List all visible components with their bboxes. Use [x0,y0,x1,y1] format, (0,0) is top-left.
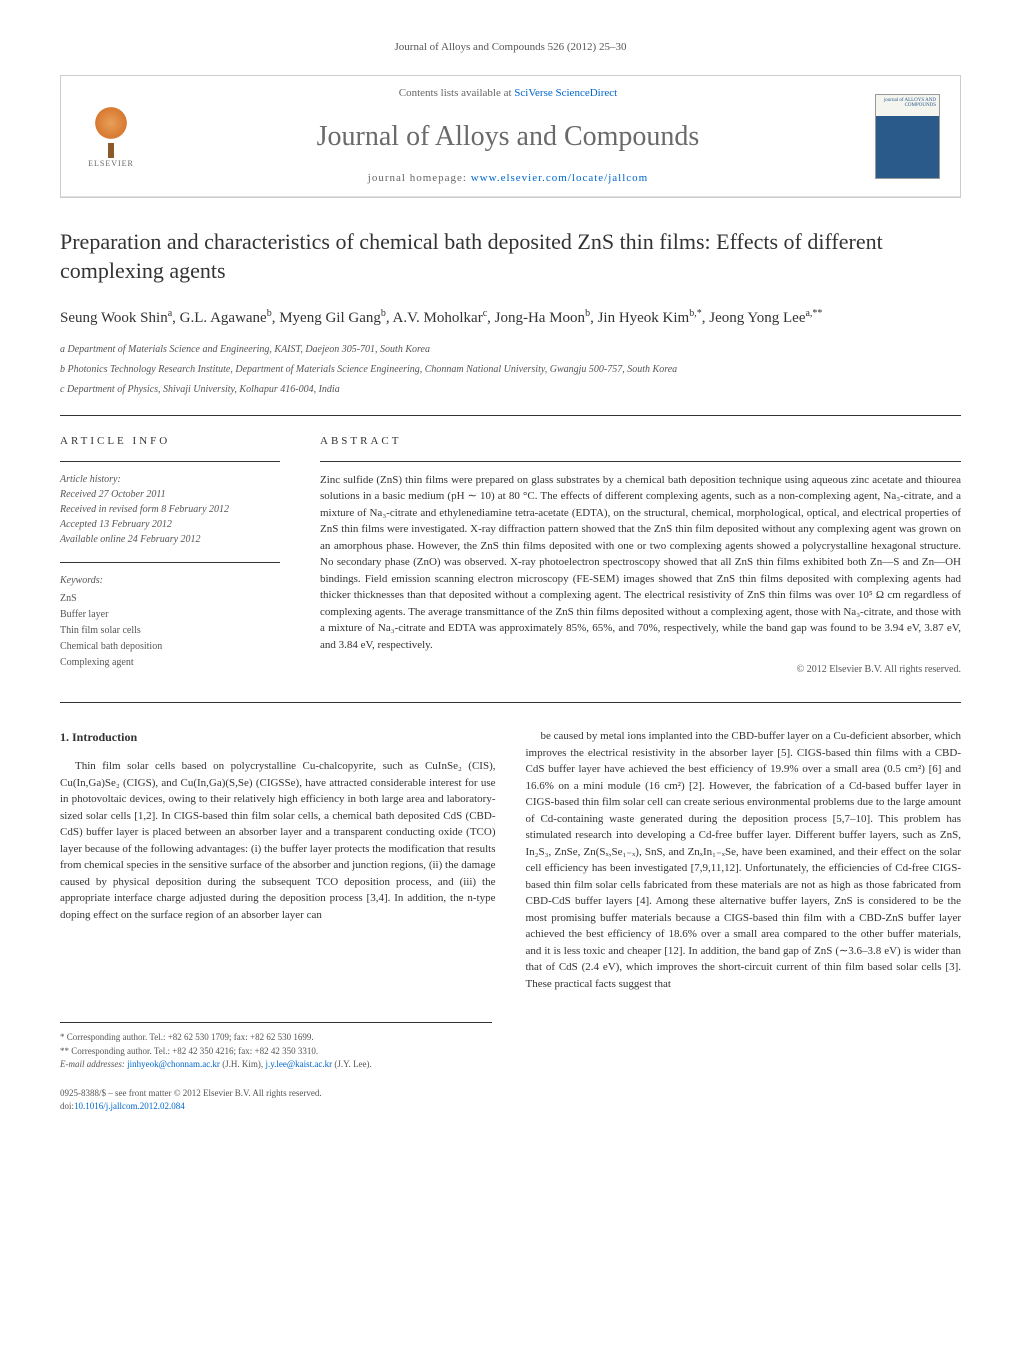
doi-prefix: doi: [60,1101,74,1111]
body-two-column: 1. Introduction Thin film solar cells ba… [60,728,961,992]
email-link-1[interactable]: jinhyeok@chonnam.ac.kr [127,1059,220,1069]
body-left-column: 1. Introduction Thin film solar cells ba… [60,728,496,992]
doi-block: 0925-8388/$ – see front matter © 2012 El… [60,1087,492,1114]
front-matter-line: 0925-8388/$ – see front matter © 2012 El… [60,1087,492,1101]
body-right-column: be caused by metal ions implanted into t… [526,728,962,992]
keyword: Chemical bath deposition [60,639,280,655]
keywords-label: Keywords: [60,573,280,589]
history-label: Article history: [60,472,280,487]
keywords-block: Keywords: ZnS Buffer layer Thin film sol… [60,573,280,671]
abstract-text: Zinc sulfide (ZnS) thin films were prepa… [320,472,961,654]
article-history-block: Article history: Received 27 October 201… [60,472,280,547]
homepage-line: journal homepage: www.elsevier.com/locat… [161,171,855,186]
info-abstract-row: ARTICLE INFO Article history: Received 2… [60,434,961,678]
header-center: Contents lists available at SciVerse Sci… [161,86,855,186]
email-name-2: (J.Y. Lee). [332,1059,372,1069]
authors-list: Seung Wook Shina, G.L. Agawaneb, Myeng G… [60,306,961,330]
email-line: E-mail addresses: jinhyeok@chonnam.ac.kr… [60,1058,492,1072]
article-title: Preparation and characteristics of chemi… [60,228,961,285]
keyword: Thin film solar cells [60,623,280,639]
body-paragraph: be caused by metal ions implanted into t… [526,728,962,992]
journal-header-box: ELSEVIER Contents lists available at Sci… [60,75,961,198]
header-row: ELSEVIER Contents lists available at Sci… [61,76,960,197]
email-label: E-mail addresses: [60,1059,127,1069]
homepage-prefix: journal homepage: [368,172,471,184]
corresponding-author-footnotes: * Corresponding author. Tel.: +82 62 530… [60,1022,492,1072]
affiliations-block: a Department of Materials Science and En… [60,342,961,397]
email-link-2[interactable]: j.y.lee@kaist.ac.kr [265,1059,332,1069]
info-divider [60,461,280,462]
affiliation: c Department of Physics, Shivaji Univers… [60,382,961,397]
homepage-link[interactable]: www.elsevier.com/locate/jallcom [471,172,649,184]
revised-date: Received in revised form 8 February 2012 [60,502,280,517]
email-name-1: (J.H. Kim), [220,1059,266,1069]
article-info-heading: ARTICLE INFO [60,434,280,449]
online-date: Available online 24 February 2012 [60,532,280,547]
affiliation: b Photonics Technology Research Institut… [60,362,961,377]
contents-prefix: Contents lists available at [399,87,514,99]
keyword: Complexing agent [60,655,280,671]
info-divider [60,562,280,563]
abstract-column: ABSTRACT Zinc sulfide (ZnS) thin films w… [320,434,961,678]
journal-reference: Journal of Alloys and Compounds 526 (201… [60,40,961,55]
elsevier-text: ELSEVIER [88,158,134,169]
corr-author-2: ** Corresponding author. Tel.: +82 42 35… [60,1045,492,1059]
elsevier-tree-icon [86,103,136,153]
keyword: Buffer layer [60,607,280,623]
elsevier-logo: ELSEVIER [81,101,141,171]
keyword: ZnS [60,591,280,607]
affiliation: a Department of Materials Science and En… [60,342,961,357]
received-date: Received 27 October 2011 [60,487,280,502]
journal-cover-thumbnail [875,94,940,179]
sciencedirect-link[interactable]: SciVerse ScienceDirect [514,87,617,99]
journal-name: Journal of Alloys and Compounds [161,117,855,156]
article-info-column: ARTICLE INFO Article history: Received 2… [60,434,280,678]
accepted-date: Accepted 13 February 2012 [60,517,280,532]
section-divider [60,702,961,703]
doi-link[interactable]: 10.1016/j.jallcom.2012.02.084 [74,1101,185,1111]
abstract-divider [320,461,961,462]
abstract-heading: ABSTRACT [320,434,961,449]
section-heading-intro: 1. Introduction [60,728,496,746]
corr-author-1: * Corresponding author. Tel.: +82 62 530… [60,1031,492,1045]
contents-line: Contents lists available at SciVerse Sci… [161,86,855,101]
doi-line: doi:10.1016/j.jallcom.2012.02.084 [60,1100,492,1114]
section-divider [60,415,961,416]
abstract-copyright: © 2012 Elsevier B.V. All rights reserved… [320,663,961,677]
body-paragraph: Thin film solar cells based on polycryst… [60,758,496,923]
